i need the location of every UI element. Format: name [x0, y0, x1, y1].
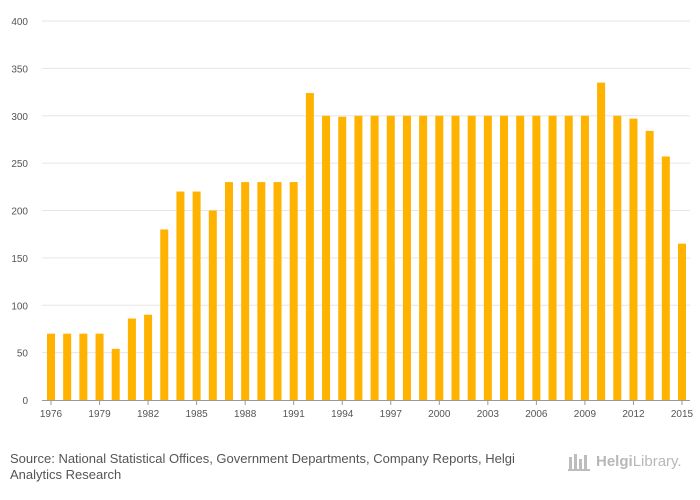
x-tick-label: 2012: [622, 409, 645, 420]
x-tick-label: 2003: [477, 409, 500, 420]
bar: [144, 314, 153, 400]
x-tick-label: 1991: [283, 409, 306, 420]
bar: [370, 115, 379, 400]
y-tick-label: 300: [11, 112, 28, 123]
bar: [451, 115, 460, 400]
bar: [516, 115, 525, 400]
bar: [354, 115, 363, 400]
y-tick-label: 200: [11, 207, 28, 218]
bar: [257, 182, 266, 400]
bar: [160, 229, 169, 400]
logo-mark-icon: [568, 454, 590, 471]
bar: [645, 130, 654, 400]
bar: [95, 333, 104, 400]
bar: [111, 348, 120, 400]
x-axis-labels: 1976 1979 1982 1985 1988 1991 1994 1997 2000 2003…: [40, 409, 694, 420]
bar: [629, 118, 638, 400]
bar: [548, 115, 557, 400]
bar: [208, 210, 217, 400]
bar: [500, 115, 509, 400]
bar: [289, 182, 298, 400]
x-tick-label: 2009: [574, 409, 597, 420]
x-tick-label: 2000: [428, 409, 451, 420]
bar: [661, 156, 670, 400]
logo-word-helgi: Helgi: [596, 452, 633, 470]
x-tick-label: 1988: [234, 409, 257, 420]
axes: [42, 400, 690, 405]
bar: [47, 333, 55, 400]
y-tick-label: 50: [17, 349, 29, 360]
gridlines: [42, 20, 690, 354]
bar: [224, 182, 233, 400]
y-tick-label: 0: [22, 396, 28, 407]
source-note: Source: National Statistical Offices, Go…: [10, 451, 550, 483]
bar: [79, 333, 88, 400]
bar: [564, 115, 573, 400]
bar: [338, 116, 347, 400]
y-tick-label: 150: [11, 254, 28, 265]
bar: [483, 115, 492, 400]
y-tick-label: 400: [11, 17, 28, 28]
bar: [192, 191, 201, 400]
bar: [435, 115, 444, 400]
helgi-library-logo: HelgiLibrary.: [568, 449, 682, 473]
bar: [580, 115, 589, 400]
bar: [386, 115, 395, 400]
logo-word-library: Library.: [632, 452, 682, 470]
y-tick-label: 350: [11, 64, 28, 75]
bar: [63, 333, 72, 400]
bar: [467, 115, 476, 400]
x-tick-label: 2006: [525, 409, 548, 420]
bar: [176, 191, 185, 400]
bar: [532, 115, 541, 400]
bar: [305, 93, 314, 400]
bar: [613, 115, 622, 400]
x-tick-label: 1994: [331, 409, 354, 420]
y-axis-labels: 0 50 100 150 200 250 300 350 400: [11, 17, 28, 407]
source-label: Source:: [10, 451, 55, 466]
x-tick-label: 2015: [671, 409, 694, 420]
bar-chart: 0 50 100 150 200 250 300 350 400 1976 1979 1982 198…: [11, 17, 694, 420]
x-tick-label: 1979: [88, 409, 111, 420]
bar: [127, 318, 136, 400]
bar-series: [47, 82, 686, 401]
source-text: National Statistical Offices, Government…: [10, 451, 515, 482]
x-tick-label: 1985: [185, 409, 208, 420]
x-tick-label: 1976: [40, 409, 63, 420]
bar: [322, 115, 331, 400]
bar: [678, 243, 686, 400]
bar: [402, 115, 411, 400]
bar: [597, 82, 606, 401]
bar: [241, 182, 250, 400]
x-tick-label: 1997: [380, 409, 403, 420]
bar: [273, 182, 282, 400]
x-tick-label: 1982: [137, 409, 160, 420]
bar: [419, 115, 428, 400]
y-tick-label: 100: [11, 301, 28, 312]
y-tick-label: 250: [11, 159, 28, 170]
